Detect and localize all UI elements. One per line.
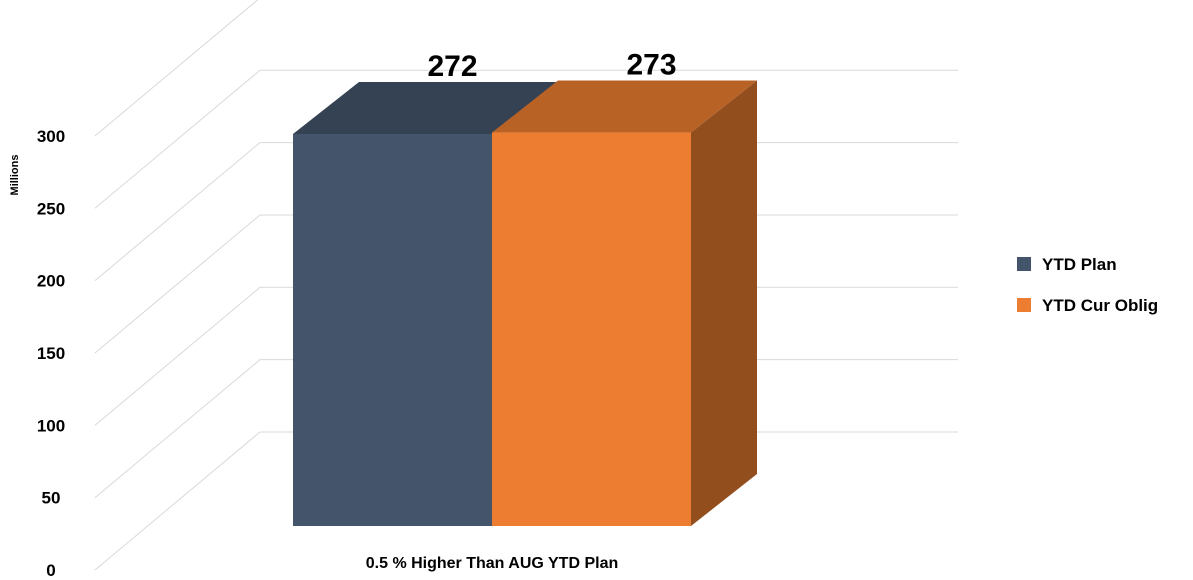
gridline xyxy=(94,0,259,137)
y-tick-label: 100 xyxy=(37,416,65,435)
legend-label: YTD Cur Oblig xyxy=(1042,296,1158,315)
y-tick-label: 50 xyxy=(42,489,61,508)
bar-ytd-cur-oblig xyxy=(492,80,757,526)
bar-front-face xyxy=(293,134,492,526)
bar-front-face xyxy=(492,132,691,526)
bars xyxy=(293,80,757,526)
bar-ytd-plan xyxy=(293,82,558,526)
y-tick-label: 200 xyxy=(37,272,65,291)
legend-swatch xyxy=(1017,298,1031,312)
y-axis-label: Millions xyxy=(9,155,21,196)
data-labels: 272 273 xyxy=(427,49,676,83)
gridlines xyxy=(94,0,958,571)
legend-item: YTD Plan xyxy=(1017,255,1117,274)
bar-side-face xyxy=(691,80,757,526)
y-tick-label: 300 xyxy=(37,127,65,146)
y-tick-label: 150 xyxy=(37,344,65,363)
bar-top-face xyxy=(293,82,558,134)
legend-label: YTD Plan xyxy=(1042,255,1117,274)
y-tick-label: 0 xyxy=(46,561,55,580)
y-axis-ticks: 0 50 100 150 200 250 300 xyxy=(37,127,65,580)
legend: YTD Plan YTD Cur Oblig xyxy=(1017,255,1158,315)
legend-item: YTD Cur Oblig xyxy=(1017,296,1158,315)
data-label: 273 xyxy=(626,49,676,82)
legend-swatch xyxy=(1017,257,1031,271)
bar-top-face xyxy=(492,80,757,133)
gridline xyxy=(94,69,958,209)
data-label: 272 xyxy=(427,50,477,83)
y-tick-label: 250 xyxy=(37,199,65,218)
x-axis-category-label: 0.5 % Higher Than AUG YTD Plan xyxy=(366,555,619,572)
